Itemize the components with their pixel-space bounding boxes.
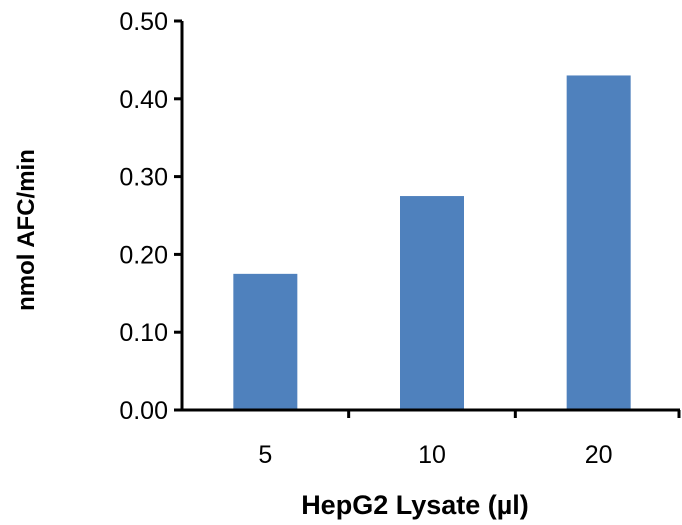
- y-tick-label: 0.00: [119, 397, 168, 425]
- y-tick-label: 0.20: [119, 241, 168, 269]
- y-tick-label: 0.10: [119, 319, 168, 347]
- bar: [233, 273, 298, 410]
- x-tick-label: 20: [585, 441, 613, 469]
- y-tick-label: 0.50: [119, 8, 168, 36]
- x-tick-label: 5: [258, 441, 272, 469]
- x-axis-title: HepG2 Lysate (µl): [301, 490, 529, 520]
- bar: [566, 75, 631, 411]
- y-axis-ticks: 0.00 0.10 0.20 0.30 0.40 0.50: [119, 8, 182, 425]
- x-tick-label: 10: [418, 441, 446, 469]
- y-tick-label: 0.30: [119, 164, 168, 192]
- y-tick-label: 0.40: [119, 86, 168, 114]
- bar: [400, 196, 464, 410]
- x-axis-ticks: 5 10 20: [258, 410, 681, 469]
- y-axis-title: nmol AFC/min: [13, 149, 40, 311]
- bars: [233, 75, 631, 411]
